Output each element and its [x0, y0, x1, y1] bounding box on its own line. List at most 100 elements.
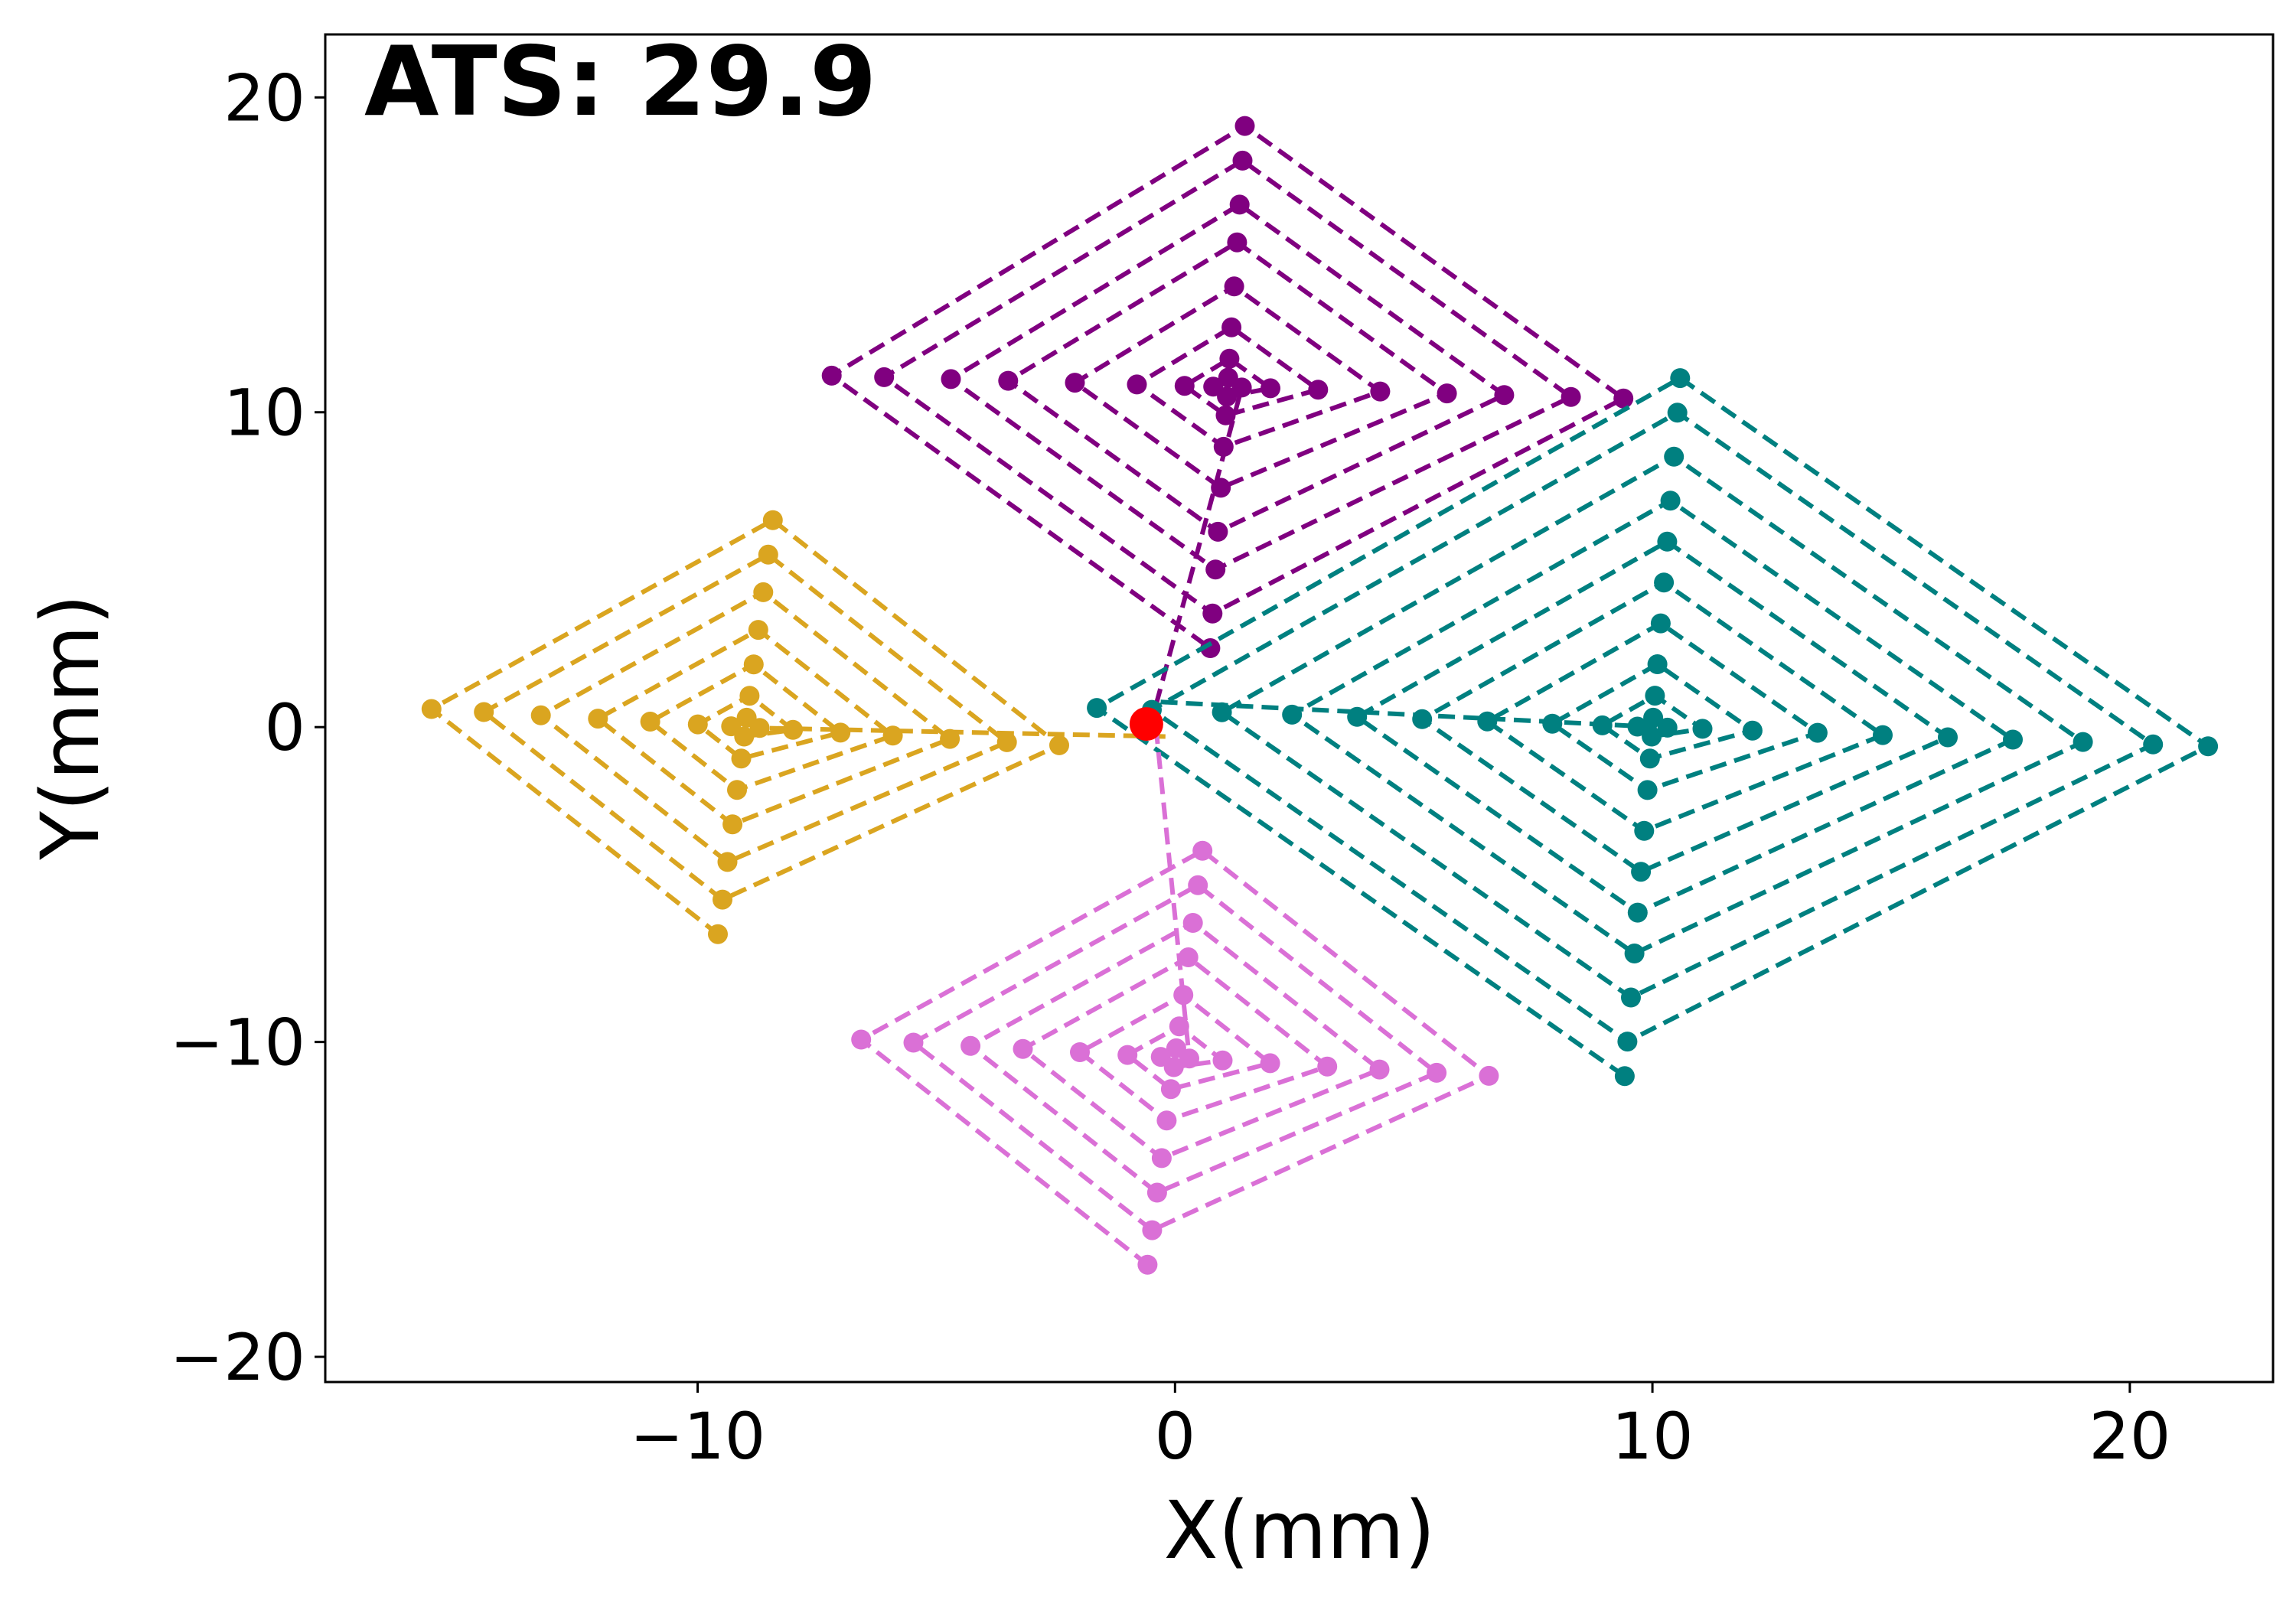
data-point: [1650, 613, 1671, 634]
data-point: [1477, 711, 1498, 732]
data-point: [1317, 1056, 1338, 1077]
data-point: [830, 722, 851, 743]
data-point: [1627, 902, 1648, 923]
data-point: [1232, 150, 1253, 171]
marker-layer: [1129, 707, 1163, 742]
data-point: [1592, 715, 1613, 735]
data-point: [1215, 405, 1236, 425]
data-point: [1049, 735, 1069, 755]
data-point: [758, 544, 778, 565]
data-point: [1621, 987, 1641, 1008]
data-point: [996, 732, 1017, 752]
data-point: [687, 714, 708, 735]
data-point: [1117, 1045, 1138, 1065]
data-point: [1182, 913, 1203, 933]
data-point: [1188, 875, 1208, 895]
data-point: [717, 852, 738, 872]
data-point: [941, 369, 961, 390]
data-point: [1347, 706, 1368, 727]
data-point: [1370, 381, 1391, 402]
data-point: [1667, 403, 1688, 423]
x-tick-label: −10: [630, 1399, 765, 1474]
series-purple: [821, 116, 1634, 706]
data-point: [874, 367, 895, 387]
data-point: [1234, 116, 1255, 136]
data-point: [708, 924, 728, 944]
data-point: [1169, 1016, 1189, 1037]
data-point: [588, 709, 608, 729]
data-point: [1873, 725, 1893, 745]
data-point: [1200, 638, 1221, 658]
data-point: [1627, 716, 1648, 737]
data-point: [783, 719, 804, 740]
data-point: [1013, 1038, 1033, 1059]
data-point: [1614, 1066, 1635, 1087]
data-point: [821, 365, 842, 386]
series-orchid: [851, 726, 1499, 1275]
data-point: [640, 712, 660, 732]
data-point: [1561, 386, 1581, 407]
data-point: [1212, 702, 1232, 722]
data-point: [1637, 780, 1658, 800]
series-teal: [1087, 368, 2219, 1087]
data-point: [1670, 368, 1691, 389]
data-point: [1412, 709, 1433, 729]
data-point: [1166, 1038, 1186, 1058]
series-layer: [421, 116, 2219, 1275]
data-point: [1213, 436, 1234, 457]
data-point: [1938, 727, 1958, 748]
data-point: [736, 707, 757, 728]
data-point: [1631, 862, 1652, 882]
x-axis-label: X(mm): [1163, 1484, 1435, 1577]
data-point: [1212, 1050, 1233, 1071]
data-point: [1203, 376, 1224, 397]
data-point: [998, 370, 1019, 391]
data-point: [1654, 572, 1675, 593]
data-point: [2143, 734, 2164, 755]
data-point: [1261, 378, 1280, 399]
data-point: [1174, 376, 1195, 396]
data-point: [940, 729, 960, 749]
data-point: [903, 1032, 924, 1053]
data-point: [1542, 713, 1563, 734]
tick-layer: −10 0 10 20 −20 −10 0 10 20: [170, 60, 2171, 1474]
data-point: [1192, 840, 1213, 861]
data-point: [1142, 1220, 1163, 1240]
data-point: [1221, 317, 1242, 337]
data-point: [1217, 386, 1238, 407]
data-point: [713, 889, 732, 910]
data-point: [1660, 491, 1681, 511]
data-point: [1437, 383, 1457, 404]
data-point: [739, 686, 760, 706]
x-tick-label: 0: [1155, 1399, 1195, 1474]
data-point: [1127, 374, 1147, 395]
data-point: [474, 702, 494, 722]
data-point: [1742, 720, 1763, 741]
x-tick-label: 10: [1612, 1399, 1694, 1474]
series-line-teal: [1092, 375, 2213, 1078]
data-point: [1613, 388, 1634, 409]
data-point: [1494, 385, 1515, 406]
data-point: [421, 699, 442, 719]
data-point: [727, 780, 747, 800]
data-point: [1208, 521, 1228, 542]
data-point: [851, 1029, 872, 1050]
data-point: [722, 814, 743, 835]
data-point: [1218, 367, 1238, 388]
data-point: [1211, 478, 1231, 498]
y-tick-label: 0: [265, 690, 305, 765]
data-point: [734, 726, 755, 747]
data-point: [1173, 985, 1194, 1006]
y-tick-label: 20: [223, 60, 305, 135]
data-point: [530, 705, 551, 725]
data-point: [1260, 1053, 1280, 1074]
data-point: [731, 748, 752, 769]
data-point: [1645, 686, 1665, 706]
data-point: [1151, 1148, 1172, 1169]
data-point: [1205, 559, 1226, 580]
data-point: [882, 725, 903, 746]
data-point: [1639, 748, 1660, 769]
data-point: [1643, 707, 1664, 728]
origin-marker: [1129, 707, 1163, 742]
